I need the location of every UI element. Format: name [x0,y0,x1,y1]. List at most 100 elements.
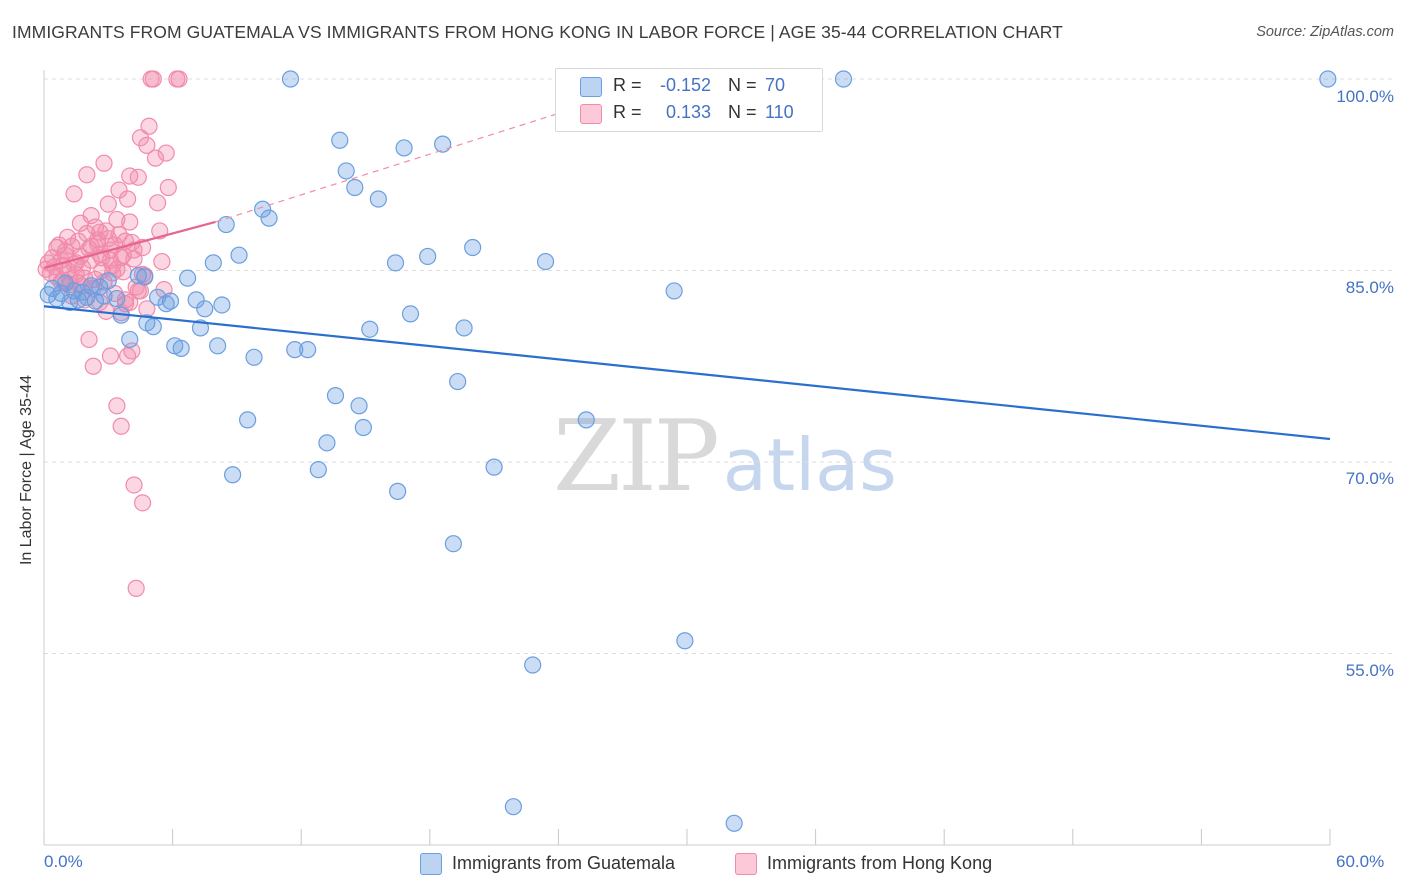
hongkong-point [101,347,120,365]
hongkong-point [112,417,130,435]
hongkong-point [78,166,96,184]
r-value: -0.152 [659,75,711,95]
guatemala-point [455,319,473,337]
hongkong-point [80,330,98,349]
grid-lines [44,78,1396,654]
legend-label: Immigrants from Guatemala [452,853,676,873]
guatemala-trend-line [43,305,1331,441]
guatemala-point [204,254,222,272]
hongkong-point [125,241,143,259]
guatemala-point [187,291,205,309]
axes [43,70,1331,846]
hongkong-point [91,223,109,241]
guatemala-point [281,70,300,88]
guatemala-point [577,411,595,429]
guatemala-point [449,372,467,391]
hongkong-point [101,251,120,269]
hongkong-point [148,194,167,212]
guatemala-point [161,292,180,310]
guatemala-point [676,632,694,650]
guatemala-point [419,247,437,266]
hongkong-point [84,357,102,375]
guatemala-points [39,70,1337,832]
hongkong-point [127,579,145,597]
hongkong-trend-line [43,220,216,270]
guatemala-point [286,341,304,359]
hongkong-swatch [735,853,757,875]
y-tick-label: 70.0% [1345,469,1394,488]
guatemala-point [326,387,345,405]
hongkong-point [110,226,128,244]
hongkong-point [108,260,126,278]
guatemala-swatch [420,853,442,875]
guatemala-point [217,215,235,234]
r-label: R = [613,75,642,95]
guatemala-point [331,131,349,149]
hongkong-point [159,178,177,197]
guatemala-point [91,278,109,296]
hongkong-point [144,70,162,88]
guatemala-point [401,305,420,323]
legend-row-hongkong: R = 0.133 N = 110 [556,101,822,127]
trend-lines [43,112,1331,441]
guatemala-point [389,482,407,500]
guatemala-point [245,348,263,366]
hongkong-point [146,149,165,167]
y-tick-label: 85.0% [1345,278,1394,297]
hongkong-point [140,117,158,135]
guatemala-point [196,300,214,318]
r-label: R = [613,102,642,122]
guatemala-point [395,139,413,157]
hongkong-trend-extension [215,112,559,223]
guatemala-point [464,238,482,257]
guatemala-point [434,135,452,153]
hongkong-point [157,144,175,162]
hongkong-point [118,190,137,208]
n-value: 70 [765,75,786,95]
guatemala-point [524,656,542,674]
chart-source: Source: ZipAtlas.com [1256,24,1394,40]
hongkong-point [129,168,147,186]
hongkong-point [110,181,128,199]
guatemala-point [299,341,317,359]
guatemala-point [230,246,248,264]
n-value: 110 [765,102,794,122]
n-label: N = [728,75,757,95]
y-tick-label: 100.0% [1336,87,1394,106]
guatemala-point [86,292,105,310]
hongkong-point [99,195,117,213]
guatemala-point [52,284,70,303]
hongkong-point [138,136,156,154]
guatemala-point [386,254,405,272]
guatemala-point [213,296,231,314]
hongkong-point [153,252,171,271]
stats-legend: R = -0.152 N = 70 R = 0.133 N = 110 [555,68,823,132]
hongkong-point [121,167,139,185]
guatemala-point [260,209,278,227]
guatemala-point [254,200,272,218]
hongkong-point [71,214,90,232]
hongkong-point [58,228,77,246]
guatemala-point [1319,70,1337,88]
guatemala-point [369,190,387,208]
guatemala-point [350,397,368,415]
r-value: 0.133 [665,102,711,122]
guatemala-point [136,268,154,286]
hongkong-point [121,293,139,312]
hongkong-point [82,237,100,255]
chart-title: IMMIGRANTS FROM GUATEMALA VS IMMIGRANTS … [12,22,1063,42]
guatemala-point [725,814,743,832]
guatemala-point [354,418,372,437]
y-tick-label: 55.0% [1345,661,1394,680]
guatemala-point [665,282,683,300]
n-label: N = [728,102,757,122]
legend-label: Immigrants from Hong Kong [767,853,993,873]
guatemala-point [129,267,147,285]
hongkong-point [121,213,139,231]
hongkong-point [125,250,143,268]
hongkong-point [48,238,66,257]
guatemala-point [834,70,853,88]
legend-row-guatemala: R = -0.152 N = 70 [556,74,822,100]
hongkong-point [65,185,83,203]
